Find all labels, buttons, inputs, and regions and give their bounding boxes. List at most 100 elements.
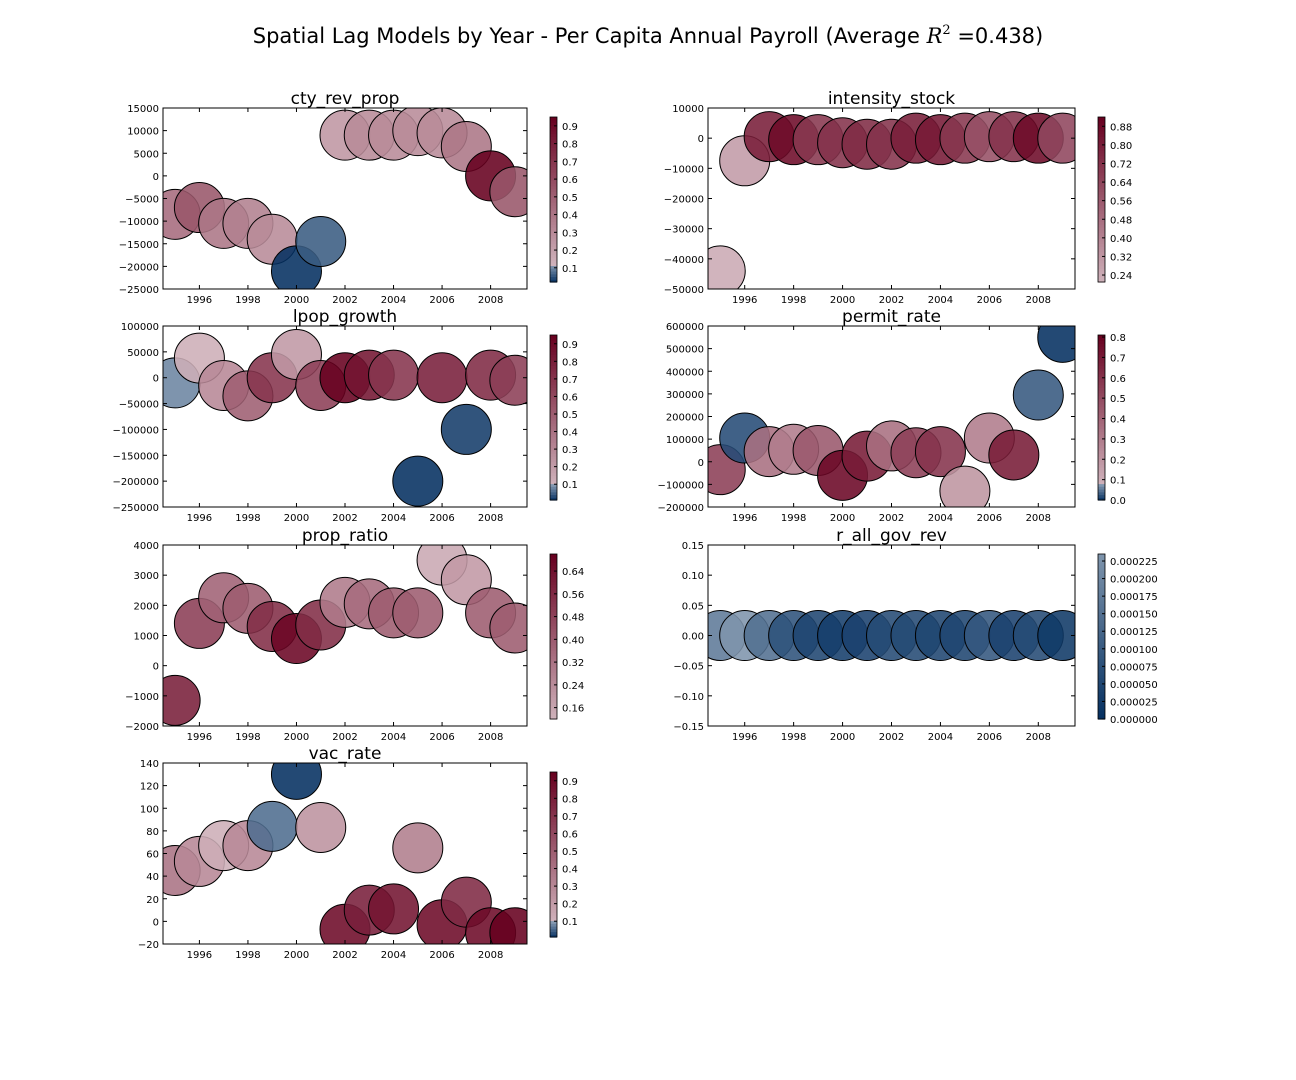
colorbar-segment (1098, 576, 1105, 580)
colorbar-segment (1098, 617, 1105, 621)
colorbar-segment (550, 666, 557, 671)
y-tick-label: −5000 (125, 195, 159, 206)
colorbar-segment (550, 456, 557, 460)
colorbar-segment (550, 180, 557, 184)
colorbar-segment (1098, 694, 1105, 698)
colorbar-segment (1098, 644, 1105, 649)
colorbar-segment (1098, 163, 1105, 168)
x-tick-label: 2006 (429, 295, 454, 306)
colorbar-segment (550, 862, 557, 867)
x-tick-label: 2006 (977, 295, 1002, 306)
colorbar-segment (550, 472, 557, 476)
colorbar-segment (550, 251, 557, 256)
colorbar-segment (550, 340, 557, 344)
colorbar-tick-label: 0.8 (562, 357, 578, 368)
colorbar-segment (1098, 232, 1105, 236)
colorbar-segment (550, 860, 557, 864)
colorbar-segment (550, 879, 557, 883)
colorbar-segment (550, 185, 557, 190)
colorbar-segment (1098, 686, 1105, 690)
y-tick-label: −50000 (119, 400, 159, 411)
colorbar-segment (1098, 642, 1105, 646)
colorbar-segment (550, 846, 557, 850)
colorbar-segment (550, 265, 557, 269)
colorbar-segment (550, 829, 557, 834)
colorbar-segment (550, 589, 557, 594)
x-tick-label: 2000 (830, 732, 855, 743)
y-tick-label: 100 (140, 804, 159, 815)
colorbar-segment (550, 249, 557, 253)
colorbar-segment (550, 475, 557, 479)
colorbar-tick-label: 0.1 (562, 264, 578, 275)
y-tick-label: 0 (698, 134, 704, 145)
colorbar-segment (550, 194, 557, 198)
colorbar-segment (1098, 567, 1105, 572)
colorbar-segment (550, 617, 557, 621)
colorbar-segment (550, 920, 557, 924)
colorbar-tick-label: 0.9 (562, 777, 578, 788)
colorbar-segment (550, 603, 557, 607)
x-tick-label: 2000 (830, 513, 855, 524)
colorbar-segment (1098, 144, 1105, 148)
colorbar-segment (550, 163, 557, 168)
colorbar-segment (550, 346, 557, 350)
colorbar-segment (1098, 680, 1105, 684)
y-tick-label: 0.05 (682, 601, 704, 612)
colorbar-segment (1098, 708, 1105, 712)
colorbar-segment (1098, 702, 1105, 706)
colorbar-tick-label: 0.7 (1110, 353, 1126, 364)
colorbar-segment (1098, 486, 1105, 490)
colorbar-frame (1097, 553, 1106, 720)
colorbar-segment (550, 926, 557, 930)
colorbar-segment (550, 573, 557, 577)
panel-title: r_all_gov_rev (836, 526, 947, 546)
colorbar-segment (550, 122, 557, 126)
colorbar-segment (1098, 191, 1105, 195)
colorbar-tick-label: 0.88 (1110, 122, 1132, 133)
colorbar-segment (550, 210, 557, 214)
colorbar-segment (1098, 147, 1105, 151)
colorbar-segment (1098, 207, 1105, 212)
colorbar-segment (550, 128, 557, 132)
colorbar-segment (1098, 268, 1105, 272)
colorbar-segment (1098, 401, 1105, 405)
colorbar-segment (1098, 633, 1105, 638)
colorbar-tick-label: 0.3 (1110, 435, 1126, 446)
x-tick-label: 2002 (332, 513, 357, 524)
colorbar-tick-label: 0.1 (562, 480, 578, 491)
colorbar-segment (550, 155, 557, 159)
y-tick-label: 10000 (127, 127, 159, 138)
colorbar-segment (550, 694, 557, 698)
colorbar-segment (1098, 565, 1105, 569)
x-tick-label: 2000 (284, 295, 309, 306)
colorbar-segment (1098, 395, 1105, 399)
colorbar-segment (550, 898, 557, 902)
colorbar-segment (550, 871, 557, 875)
colorbar-segment (1098, 669, 1105, 673)
colorbar-segment (1098, 699, 1105, 704)
colorbar-segment (550, 699, 557, 704)
colorbar-segment (550, 570, 557, 574)
x-tick-label: 1998 (235, 295, 260, 306)
y-tick-label: 1000 (134, 632, 159, 643)
colorbar-segment (550, 838, 557, 842)
colorbar-segment (1098, 672, 1105, 676)
colorbar-segment (1098, 423, 1105, 427)
colorbar-segment (1098, 472, 1105, 476)
colorbar-segment (1098, 155, 1105, 159)
y-tick-label: 120 (140, 782, 159, 793)
colorbar-segment (550, 117, 557, 121)
colorbar-segment (1098, 403, 1105, 408)
colorbar-segment (1098, 180, 1105, 184)
colorbar-segment (550, 273, 557, 278)
colorbar-segment (550, 868, 557, 872)
colorbar-segment (550, 147, 557, 151)
panel-lpop-growth: lpop_growth 1996 1998 2000 2002 2004 2006 2008 −… (112, 307, 577, 524)
colorbar-segment (550, 917, 557, 922)
colorbar-segment (550, 489, 557, 493)
colorbar: 0.1 0.2 0.3 0.4 0.5 0.6 0.7 0.8 0.9 (549, 334, 578, 501)
colorbar-tick-label: 0.000025 (1110, 697, 1158, 708)
colorbar-segment (550, 554, 557, 558)
x-tick-label: 2004 (928, 732, 953, 743)
data-point (489, 602, 527, 654)
